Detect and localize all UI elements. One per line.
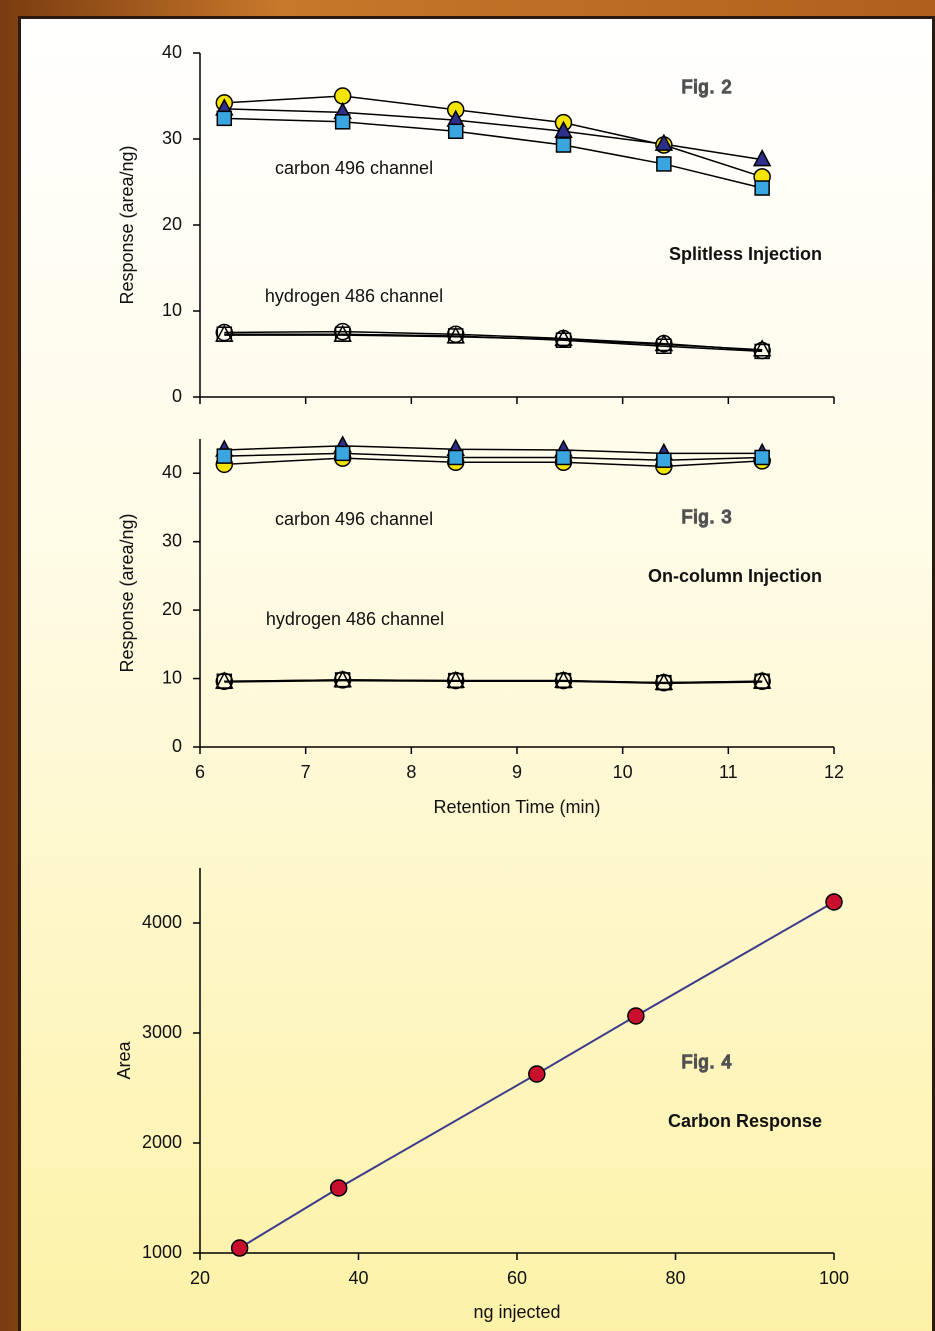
series-line — [224, 334, 762, 351]
y-tick-label: 0 — [172, 386, 182, 406]
marker — [232, 1240, 248, 1256]
marker — [755, 181, 769, 195]
y-tick-label: 3000 — [142, 1022, 182, 1042]
x-tick-label: 40 — [348, 1268, 368, 1288]
x-tick-label: 12 — [824, 762, 844, 782]
annotation: carbon 496 channel — [275, 158, 433, 178]
y-tick-label: 20 — [162, 599, 182, 619]
y-axis-label: Area — [114, 1041, 134, 1080]
marker — [657, 453, 671, 467]
marker — [449, 450, 463, 464]
page: {"chart_data":[ {"type":"line","ylabel":… — [0, 0, 935, 1328]
marker — [529, 1066, 545, 1082]
annotation: carbon 496 channel — [275, 509, 433, 529]
x-tick-label: 60 — [507, 1268, 527, 1288]
marker — [556, 138, 570, 152]
marker — [556, 450, 570, 464]
y-tick-label: 30 — [162, 128, 182, 148]
marker — [335, 88, 351, 104]
y-axis-label: Response (area/ng) — [117, 513, 137, 672]
marker — [336, 446, 350, 460]
annotation: Splitless Injection — [669, 244, 822, 264]
y-tick-label: 2000 — [142, 1132, 182, 1152]
y-tick-label: 20 — [162, 214, 182, 234]
y-tick-label: 30 — [162, 530, 182, 550]
marker — [449, 124, 463, 138]
series-line — [224, 109, 762, 160]
y-tick-label: 0 — [172, 736, 182, 756]
annotation: On-column Injection — [648, 566, 822, 586]
x-tick-label: 100 — [819, 1268, 849, 1288]
x-tick-label: 10 — [613, 762, 633, 782]
chart: 0 10 20 30 40 Response (area/ng) Fig. 2 carbon … — [0, 0, 935, 1328]
y-tick-label: 10 — [162, 300, 182, 320]
x-tick-label: 7 — [301, 762, 311, 782]
y-tick-label: 1000 — [142, 1242, 182, 1262]
marker — [331, 1180, 347, 1196]
marker — [217, 111, 231, 125]
marker — [755, 450, 769, 464]
marker — [657, 157, 671, 171]
figure-label: Fig. 3 — [681, 507, 732, 527]
figure-label: Fig. 2 — [681, 77, 732, 97]
figure-label: Fig. 4 — [681, 1052, 732, 1072]
y-tick-label: 4000 — [142, 912, 182, 932]
y-tick-label: 10 — [162, 667, 182, 687]
x-tick-label: 9 — [512, 762, 522, 782]
series-line — [224, 446, 762, 454]
x-tick-label: 11 — [719, 762, 738, 782]
y-axis-label: Response (area/ng) — [117, 145, 137, 304]
marker — [628, 1008, 644, 1024]
x-tick-label: 20 — [190, 1268, 210, 1288]
series-line — [224, 453, 762, 460]
marker — [217, 449, 231, 463]
marker — [826, 894, 842, 910]
x-axis-label: Retention Time (min) — [433, 797, 600, 817]
x-tick-label: 6 — [195, 762, 205, 782]
y-tick-label: 40 — [162, 42, 182, 62]
x-axis-label: ng injected — [473, 1302, 560, 1322]
annotation: Carbon Response — [668, 1111, 822, 1131]
y-tick-label: 40 — [162, 462, 182, 482]
x-tick-label: 80 — [665, 1268, 685, 1288]
annotation: hydrogen 486 channel — [266, 609, 444, 629]
annotation: hydrogen 486 channel — [265, 286, 443, 306]
marker — [336, 115, 350, 129]
x-tick-label: 8 — [406, 762, 416, 782]
